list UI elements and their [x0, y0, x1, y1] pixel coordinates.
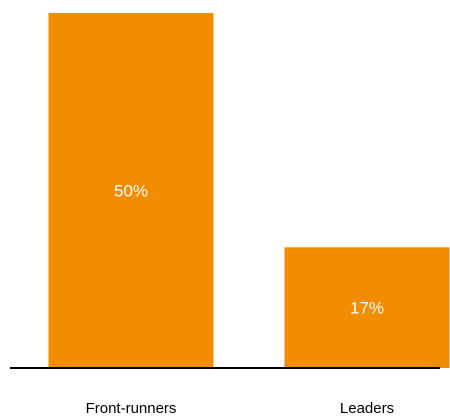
labels-group: Front-runners Leaders — [86, 400, 395, 417]
data-label: 50% — [114, 182, 148, 201]
bar-front-runners — [48, 13, 214, 368]
data-label: 17% — [350, 299, 384, 318]
bar-leaders — [284, 247, 450, 368]
bars-group: 50% 17% — [48, 13, 450, 368]
x-tick-label: Leaders — [340, 400, 394, 417]
x-tick-label: Front-runners — [86, 400, 177, 417]
